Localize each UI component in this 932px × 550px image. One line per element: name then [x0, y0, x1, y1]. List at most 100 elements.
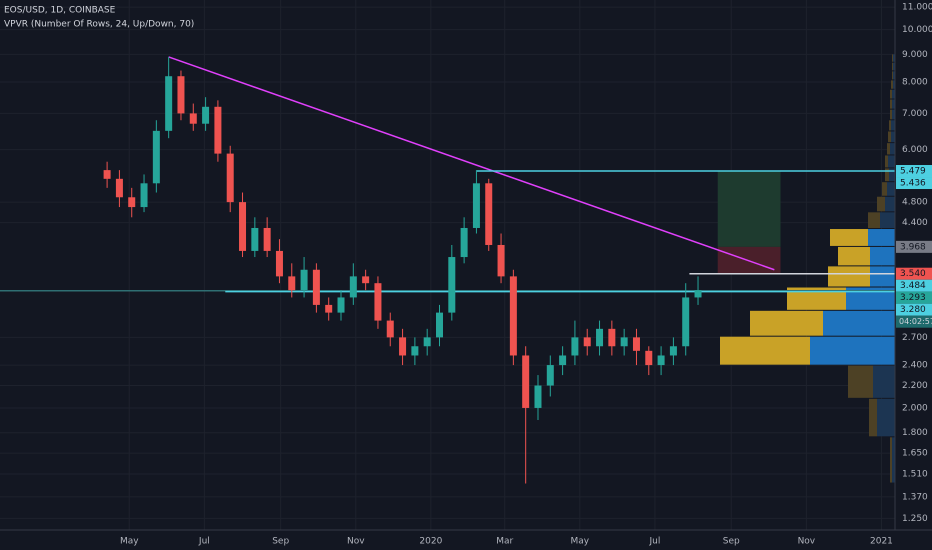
vp-down-bar [892, 62, 893, 71]
vp-down-bar [828, 266, 870, 287]
y-tick-label: 11.000 [902, 3, 932, 13]
y-tick-label: 8.000 [902, 78, 928, 88]
vp-down-bar [887, 143, 890, 155]
vp-up-bar [892, 99, 895, 109]
vp-up-bar [873, 365, 895, 398]
candle-body [251, 227, 259, 251]
candle-body [128, 197, 136, 208]
y-tick-label: 2.200 [902, 381, 928, 391]
candle-body [682, 297, 690, 347]
candle-body [472, 183, 480, 228]
candle-body [632, 337, 640, 351]
vp-down-bar [877, 196, 885, 212]
price-label-bg [896, 279, 932, 292]
vp-down-bar [848, 365, 873, 398]
y-tick-label: 9.000 [902, 50, 928, 60]
price-label: 3.280 [900, 305, 926, 315]
vp-down-bar [885, 155, 888, 168]
countdown-bg [896, 315, 932, 328]
vp-down-bar [890, 109, 892, 120]
x-tick-label: Jul [649, 537, 661, 547]
countdown: 04:02:57 [899, 317, 932, 326]
vp-down-bar [888, 131, 891, 143]
price-label: 3.968 [900, 242, 926, 252]
candle-body [534, 385, 542, 408]
candle-body [202, 106, 210, 124]
y-tick-label: 2.400 [902, 361, 928, 371]
vp-up-bar [880, 212, 895, 229]
candle-body [571, 337, 579, 356]
vp-up-bar [887, 182, 895, 196]
y-tick-label: 2.700 [902, 333, 928, 343]
candle-body [103, 170, 111, 179]
y-tick-label: 1.370 [902, 492, 928, 502]
candle-body [522, 355, 530, 408]
vp-down-bar [882, 182, 887, 196]
price-label: 3.293 [900, 293, 926, 303]
drawn-line [168, 56, 775, 271]
y-tick-label: 6.000 [902, 145, 928, 155]
candle-body [300, 269, 308, 291]
vp-up-bar [891, 120, 895, 131]
candle-body [386, 320, 394, 338]
vp-up-bar [823, 310, 895, 336]
vp-down-bar [869, 398, 877, 437]
vp-up-bar [870, 266, 895, 287]
x-tick-label: Mar [496, 537, 513, 547]
vp-down-bar [885, 168, 889, 182]
y-tick-label: 4.400 [902, 218, 928, 228]
candle-body [189, 113, 197, 124]
candle-body [140, 183, 148, 208]
y-tick-label: 7.000 [902, 109, 928, 119]
candle-body [165, 76, 173, 131]
x-tick-label: Sep [723, 537, 740, 547]
x-tick-label: 2021 [870, 537, 893, 547]
price-label: 5.479 [900, 167, 926, 177]
candle-body [325, 304, 333, 313]
vp-up-bar [877, 398, 895, 437]
y-tick-label: 1.650 [902, 449, 928, 459]
y-tick-label: 1.510 [902, 470, 928, 480]
x-tick-label: Jul [198, 537, 210, 547]
drawings [0, 56, 895, 293]
vp-up-bar [892, 437, 895, 483]
candle-body [214, 106, 222, 154]
price-label-bg [896, 240, 932, 253]
candle-body [275, 250, 283, 277]
vp-up-bar [893, 62, 895, 71]
y-tick-label: 4.800 [902, 198, 928, 208]
candle-body [669, 346, 677, 356]
candle-body [460, 227, 468, 258]
candle-body [362, 276, 370, 284]
vp-down-bar [787, 287, 846, 310]
candle-body [559, 355, 567, 366]
candle-body [399, 337, 407, 356]
candle-body [115, 178, 123, 198]
x-tick-label: Nov [347, 537, 365, 547]
price-label: 3.484 [900, 281, 926, 291]
axes: May Jul Sep Nov 2020 Mar May Jul Sep Nov 2021 11.00… [120, 3, 932, 547]
price-label: 3.540 [900, 269, 926, 279]
vp-down-bar [892, 54, 893, 62]
candle-body [509, 276, 517, 356]
price-label-bg [896, 303, 932, 316]
vp-up-bar [892, 109, 895, 120]
candle-body [411, 346, 419, 356]
candle-body [546, 365, 554, 386]
y-tick-label: 10.000 [902, 25, 932, 35]
candle-body [448, 257, 456, 313]
x-tick-label: May [120, 537, 139, 547]
price-label-bg [896, 165, 932, 178]
vp-up-bar [893, 54, 895, 62]
candles [103, 56, 702, 484]
vp-up-bar [810, 336, 895, 365]
y-tick-label: 1.250 [902, 514, 928, 524]
vp-up-bar [870, 246, 895, 266]
price-label: 5.436 [900, 179, 926, 189]
y-tick-label: 2.000 [902, 403, 928, 413]
vp-down-bar [889, 120, 891, 131]
x-tick-label: May [571, 537, 590, 547]
vp-down-bar [892, 71, 893, 80]
vp-down-bar [890, 437, 892, 483]
